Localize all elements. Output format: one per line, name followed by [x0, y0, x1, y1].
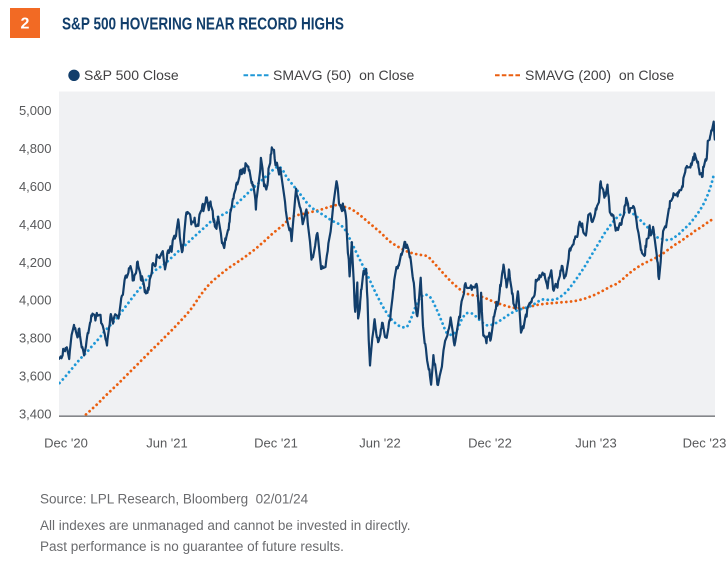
svg-text:4,400: 4,400: [19, 217, 52, 232]
svg-text:Dec '23: Dec '23: [683, 436, 727, 451]
svg-text:Dec '20: Dec '20: [44, 436, 88, 451]
svg-text:Jun '23: Jun '23: [575, 436, 617, 451]
svg-text:Dec '22: Dec '22: [468, 436, 512, 451]
svg-text:4,600: 4,600: [19, 179, 52, 194]
svg-text:S&P 500 HOVERING NEAR RECORD H: S&P 500 HOVERING NEAR RECORD HIGHS: [62, 14, 344, 34]
svg-text:4,200: 4,200: [19, 255, 52, 270]
svg-text:Source: LPL Research, Bloomber: Source: LPL Research, Bloomberg 02/01/24: [40, 492, 309, 507]
svg-text:3,800: 3,800: [19, 331, 52, 346]
svg-text:SMAVG (200) on Close: SMAVG (200) on Close: [525, 67, 674, 83]
svg-text:S&P 500 Close: S&P 500 Close: [84, 67, 179, 83]
svg-text:3,400: 3,400: [19, 407, 52, 422]
svg-text:3,600: 3,600: [19, 369, 52, 384]
svg-text:Past performance is no guarant: Past performance is no guarantee of futu…: [40, 539, 344, 554]
svg-text:4,800: 4,800: [19, 141, 52, 156]
svg-text:Jun '22: Jun '22: [359, 436, 401, 451]
svg-text:Dec '21: Dec '21: [254, 436, 298, 451]
svg-text:5,000: 5,000: [19, 103, 52, 118]
svg-text:All indexes are unmanaged and: All indexes are unmanaged and cannot be …: [40, 518, 411, 533]
svg-text:Jun '21: Jun '21: [146, 436, 188, 451]
svg-text:SMAVG (50) on Close: SMAVG (50) on Close: [273, 67, 415, 83]
svg-text:2: 2: [21, 16, 30, 33]
svg-text:4,000: 4,000: [19, 293, 52, 308]
